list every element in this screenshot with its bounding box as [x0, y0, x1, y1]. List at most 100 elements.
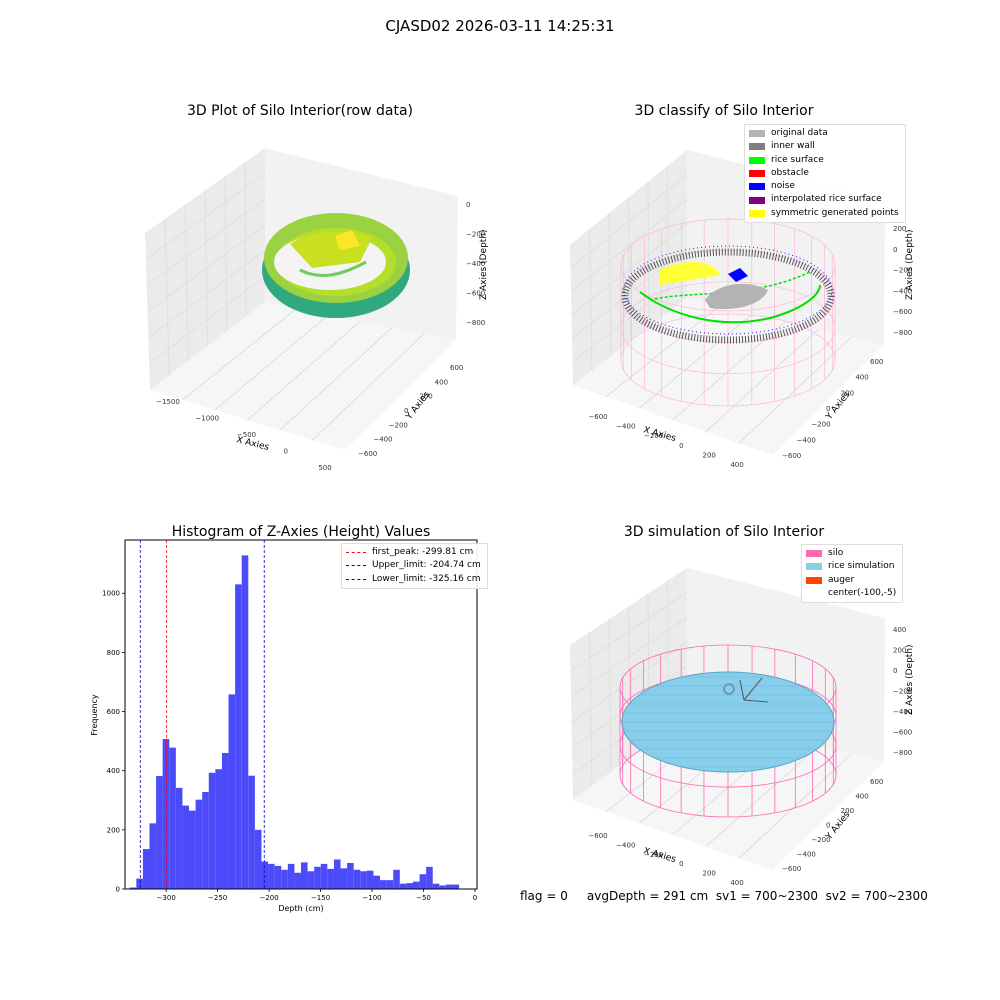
- panel2-legend-entry: rice surface: [749, 154, 899, 167]
- panel4-z-tick-label: 200: [893, 647, 906, 655]
- histogram-bar: [399, 883, 407, 889]
- histogram-bar: [182, 805, 190, 889]
- panel4-x-tick-label: 0: [679, 860, 683, 868]
- histogram-bar: [136, 878, 143, 889]
- histogram-x-tick-label: −50: [416, 894, 431, 902]
- panel2-rice-surface-a: [639, 284, 821, 324]
- panel2-legend-label: noise: [771, 181, 795, 192]
- panel4-legend-entry: auger: [806, 574, 896, 587]
- panel4-z-tick-label: −400: [893, 708, 912, 716]
- panel4-auger: [723, 677, 769, 703]
- panel2-noise-cluster: [728, 268, 748, 282]
- panel4-x-label: X Axies: [642, 846, 677, 865]
- panel2-z-tick-label: −400: [893, 287, 912, 295]
- histogram-y-tick-label: 1000: [102, 590, 120, 598]
- panel4-y-tick-label: 200: [841, 807, 854, 815]
- histogram-x-label: Depth (cm): [278, 904, 323, 913]
- panel2-z-tick-label: −800: [893, 329, 912, 337]
- panel2-legend-label: interpolated rice surface: [771, 194, 882, 205]
- histogram-bar: [320, 863, 328, 889]
- panel4-legend-entry: silo: [806, 547, 896, 560]
- panel2-classified-points: [621, 245, 835, 344]
- histogram-y-tick-label: 800: [107, 649, 120, 657]
- status-footer: flag = 0 avgDepth = 291 cm sv1 = 700~230…: [520, 889, 928, 903]
- panel2-x-tick-label: −600: [588, 413, 607, 421]
- histogram-x-tick-label: −250: [208, 894, 227, 902]
- panel1-y-tick-label: −200: [389, 421, 408, 429]
- panel4-y-tick-label: −200: [811, 836, 830, 844]
- panel4-rice-mesh: [622, 676, 834, 768]
- panel3-frame: [124, 539, 478, 890]
- panel2-y-tick-label: 400: [855, 374, 868, 382]
- panel4-z-tick-label: −200: [893, 688, 912, 696]
- histogram-y-tick-label: 200: [107, 826, 120, 834]
- panel2-legend-entry: original data: [749, 127, 899, 140]
- histogram-bar: [366, 870, 374, 889]
- panel4-z-tick-label: −600: [893, 729, 912, 737]
- panel2-floor-pane: [573, 298, 884, 455]
- histogram-x-tick-label: −200: [259, 894, 278, 902]
- panel2-silo-wireframe: [620, 218, 836, 407]
- panel1-plot: −1500 −1000 −500 0 500 −600 −400 −200 0 200400600…: [145, 148, 489, 472]
- panel4-x-tick-label: 200: [703, 870, 716, 878]
- panel2-legend-entry: interpolated rice surface: [749, 193, 899, 206]
- panel1-y-tick-label: −400: [373, 436, 392, 444]
- histogram-bar: [347, 862, 354, 889]
- histogram-bar: [314, 866, 321, 889]
- histogram-bar: [268, 863, 275, 889]
- histogram-bar: [419, 874, 427, 889]
- histogram-bar: [189, 810, 196, 889]
- histogram-bar: [412, 881, 420, 889]
- panel4-legend-entry: rice simulation: [806, 560, 896, 573]
- panel4-x-tick-label: −400: [616, 841, 635, 849]
- panel4-legend-swatch: [806, 576, 822, 584]
- histogram-bar: [380, 880, 387, 889]
- panel2-legend-swatch: [749, 183, 765, 191]
- panel2-noise-ring: [623, 245, 833, 335]
- histogram-y-tick-label: 0: [116, 886, 120, 894]
- panel4-x-tick-label: −200: [644, 851, 663, 859]
- histogram-bars: [129, 555, 460, 889]
- histogram-bar: [221, 752, 229, 889]
- panel3-legend-line: [346, 565, 366, 567]
- panel3-legend-label: Upper_limit: -204.74 cm: [372, 560, 481, 571]
- panel4-left-pane: [570, 568, 687, 800]
- panel4-legend-label: center(-100,-5): [828, 587, 897, 598]
- panel2-legend: original data inner wall rice surface obsta…: [744, 124, 906, 224]
- histogram-x-tick-label: 0: [473, 894, 477, 902]
- panel3-legend: first_peak: -299.81 cm Upper_limit: -204.…: [341, 543, 488, 589]
- panel3-plot: −300 −250 −200 −150 −100 −50 0 0 200 400 600 800 10…: [90, 539, 478, 913]
- panel2-inner-wall: [621, 248, 835, 344]
- panel2-x-tick-label: 0: [679, 442, 683, 450]
- histogram-bar: [202, 791, 209, 889]
- panel4-legend-label: rice simulation: [828, 561, 895, 572]
- panel2-legend-label: original data: [771, 128, 828, 138]
- panel1-y-tick-label: 200: [419, 393, 432, 401]
- panel2-plot: −600−400−2000200400−600−400−200020040060…: [570, 150, 915, 469]
- panel1-x-tick-label: 0: [284, 448, 288, 456]
- panel2-z-tick-label: 0: [893, 246, 897, 254]
- panel4-y-tick-label: 0: [826, 822, 830, 830]
- panel1-z-tick-label: 0: [466, 201, 470, 209]
- panel4-z-tick-label: 400: [893, 626, 906, 634]
- panel2-legend-swatch: [749, 156, 765, 164]
- panel2-left-pane: [570, 150, 687, 385]
- histogram-bar: [294, 872, 301, 889]
- histogram-bar: [208, 772, 216, 889]
- panel2-legend-swatch: [749, 170, 765, 178]
- panel2-title: 3D classify of Silo Interior: [634, 103, 814, 119]
- panel4-y-tick-label: −600: [782, 865, 801, 873]
- panel4-y-tick-label: 400: [855, 793, 868, 801]
- panel1-x-tick-label: −500: [237, 431, 256, 439]
- panel3-legend-line: [346, 552, 366, 554]
- panel1-x-tick-label: 500: [318, 464, 331, 472]
- panel2-legend-entry: symmetric generated points: [749, 207, 899, 220]
- panel4-title: 3D simulation of Silo Interior: [623, 524, 825, 540]
- panel2-legend-label: inner wall: [771, 141, 815, 152]
- histogram-bar: [169, 747, 176, 889]
- panel2-legend-label: rice surface: [771, 154, 824, 165]
- panel2-y-tick-label: −200: [811, 421, 830, 429]
- histogram-bar: [215, 769, 222, 889]
- histogram-x-tick-label: −150: [311, 894, 330, 902]
- figure-title: CJASD02 2026-03-11 14:25:31: [385, 17, 615, 35]
